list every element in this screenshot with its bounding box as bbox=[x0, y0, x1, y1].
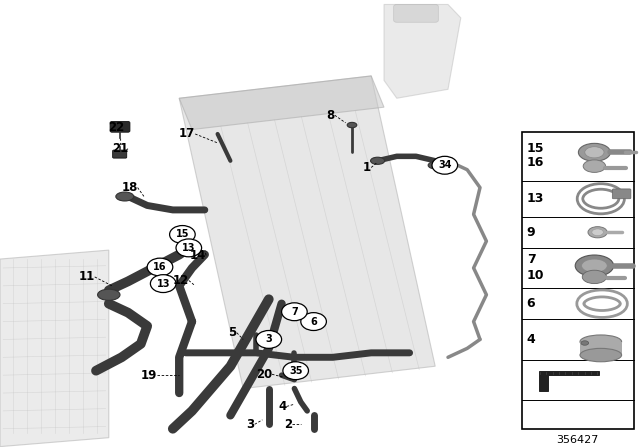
Ellipse shape bbox=[588, 227, 607, 238]
Polygon shape bbox=[0, 250, 109, 447]
Ellipse shape bbox=[583, 160, 605, 172]
Text: 13: 13 bbox=[156, 279, 170, 289]
Text: 20: 20 bbox=[256, 368, 272, 381]
Text: 4: 4 bbox=[527, 333, 536, 346]
Text: 21: 21 bbox=[112, 142, 128, 155]
Text: 2: 2 bbox=[284, 418, 292, 431]
Text: 34: 34 bbox=[438, 160, 452, 170]
FancyBboxPatch shape bbox=[612, 189, 631, 199]
Polygon shape bbox=[179, 76, 384, 129]
Circle shape bbox=[432, 156, 458, 174]
Circle shape bbox=[256, 331, 282, 349]
FancyBboxPatch shape bbox=[394, 4, 438, 22]
Text: 7: 7 bbox=[291, 307, 298, 317]
Circle shape bbox=[301, 313, 326, 331]
Text: 13: 13 bbox=[182, 243, 196, 253]
Circle shape bbox=[150, 275, 176, 293]
Circle shape bbox=[282, 303, 307, 321]
FancyBboxPatch shape bbox=[110, 121, 130, 132]
Text: 16: 16 bbox=[527, 156, 544, 169]
Circle shape bbox=[283, 362, 308, 379]
Text: 18: 18 bbox=[121, 181, 138, 194]
Text: 16: 16 bbox=[153, 262, 167, 272]
Ellipse shape bbox=[371, 157, 385, 164]
Text: 9: 9 bbox=[527, 226, 535, 239]
Text: 13: 13 bbox=[527, 192, 544, 205]
Circle shape bbox=[147, 258, 173, 276]
Text: 1: 1 bbox=[363, 161, 371, 174]
Circle shape bbox=[176, 239, 202, 257]
Text: 15: 15 bbox=[527, 142, 544, 155]
Polygon shape bbox=[179, 76, 435, 388]
Ellipse shape bbox=[580, 335, 621, 349]
Text: 19: 19 bbox=[140, 369, 157, 382]
Text: 14: 14 bbox=[189, 249, 206, 262]
Ellipse shape bbox=[581, 341, 589, 345]
Text: 7: 7 bbox=[527, 254, 536, 267]
Ellipse shape bbox=[582, 259, 607, 272]
Ellipse shape bbox=[428, 162, 442, 169]
Text: 5: 5 bbox=[228, 326, 237, 339]
Text: 8: 8 bbox=[326, 109, 335, 122]
Text: 4: 4 bbox=[278, 400, 287, 413]
Bar bbox=[522, 132, 634, 429]
Text: 3: 3 bbox=[246, 418, 255, 431]
Text: 35: 35 bbox=[289, 366, 303, 376]
Polygon shape bbox=[384, 4, 461, 98]
Circle shape bbox=[170, 225, 195, 243]
Ellipse shape bbox=[582, 270, 607, 284]
Ellipse shape bbox=[98, 289, 120, 300]
Text: 356427: 356427 bbox=[556, 435, 599, 445]
Ellipse shape bbox=[592, 229, 604, 236]
Text: 10: 10 bbox=[527, 269, 544, 282]
Text: 11: 11 bbox=[79, 271, 95, 284]
Ellipse shape bbox=[580, 349, 621, 362]
Ellipse shape bbox=[575, 255, 614, 276]
Text: 22: 22 bbox=[109, 121, 125, 134]
Text: 12: 12 bbox=[173, 274, 189, 287]
Ellipse shape bbox=[116, 192, 134, 201]
Text: 15: 15 bbox=[175, 229, 189, 240]
Text: 17: 17 bbox=[179, 128, 195, 141]
Text: 6: 6 bbox=[527, 297, 535, 310]
Bar bbox=[580, 342, 622, 355]
Text: 3: 3 bbox=[266, 335, 272, 345]
Text: 6: 6 bbox=[310, 317, 317, 327]
Ellipse shape bbox=[347, 122, 357, 128]
Polygon shape bbox=[538, 370, 600, 391]
Ellipse shape bbox=[585, 146, 604, 158]
FancyBboxPatch shape bbox=[113, 150, 127, 158]
Ellipse shape bbox=[579, 143, 611, 161]
